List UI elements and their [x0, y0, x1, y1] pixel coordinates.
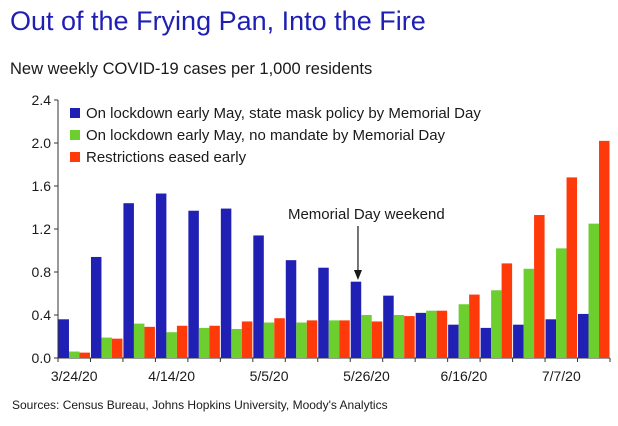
- bar: [285, 260, 297, 358]
- bar: [501, 263, 513, 358]
- bar: [198, 327, 210, 358]
- series-2: [68, 223, 600, 358]
- bar: [436, 310, 448, 358]
- bar: [556, 248, 567, 358]
- bar: [188, 210, 199, 358]
- bar: [448, 324, 459, 358]
- bar: [469, 294, 480, 358]
- bar: [339, 320, 350, 358]
- bar: [328, 320, 340, 358]
- legend-swatch: [70, 130, 80, 140]
- bar: [578, 313, 589, 358]
- y-tick-label: 2.0: [32, 135, 52, 151]
- bar: [599, 140, 610, 358]
- bar: [415, 312, 427, 358]
- bar: [480, 327, 492, 358]
- bar: [133, 323, 145, 358]
- bar: [534, 215, 545, 358]
- bar: [361, 315, 372, 358]
- bar: [90, 256, 102, 358]
- y-tick-label: 0.8: [32, 264, 52, 280]
- legend: On lockdown early May, state mask policy…: [70, 105, 481, 166]
- bar: [155, 193, 167, 358]
- y-tick-label: 2.4: [32, 92, 52, 108]
- bar: [209, 325, 220, 358]
- chart-subtitle: New weekly COVID-19 cases per 1,000 resi…: [10, 60, 373, 78]
- source-note: Sources: Census Bureau, Johns Hopkins Un…: [12, 398, 388, 412]
- bar: [426, 310, 437, 358]
- bar: [231, 328, 242, 358]
- legend-label: On lockdown early May, state mask policy…: [86, 105, 481, 122]
- annotation-label: Memorial Day weekend: [288, 206, 445, 223]
- bar: [566, 177, 578, 358]
- bar: [458, 304, 470, 358]
- bar: [220, 208, 232, 358]
- bar: [111, 338, 123, 358]
- bar: [166, 332, 177, 358]
- annotation-arrow-head: [353, 270, 362, 280]
- bar: [274, 318, 285, 358]
- bar: [350, 281, 362, 358]
- bar: [296, 322, 307, 358]
- series-3: [79, 140, 610, 358]
- bar: [79, 352, 90, 358]
- x-tick-label: 7/7/20: [542, 368, 581, 384]
- bar: [513, 324, 524, 358]
- bar: [523, 268, 535, 358]
- x-tick-label: 5/26/20: [343, 368, 390, 384]
- bar: [253, 235, 264, 358]
- bar: [491, 290, 502, 358]
- bar: [241, 321, 253, 358]
- bar: [101, 337, 112, 358]
- legend-label: Restrictions eased early: [86, 149, 247, 166]
- legend-swatch: [70, 108, 80, 118]
- x-tick-label: 5/5/20: [250, 368, 289, 384]
- bar: [404, 316, 415, 358]
- bar: [383, 295, 394, 358]
- legend-label: On lockdown early May, no mandate by Mem…: [86, 127, 446, 144]
- bar: [393, 315, 405, 358]
- y-tick-label: 0.0: [32, 350, 52, 366]
- x-tick-label: 4/14/20: [148, 368, 195, 384]
- bar: [144, 326, 155, 358]
- bar: [176, 325, 188, 358]
- y-tick-label: 1.6: [32, 178, 52, 194]
- series-1: [58, 193, 589, 358]
- y-tick-label: 1.2: [32, 221, 52, 237]
- bar: [545, 319, 557, 358]
- x-tick-label: 3/24/20: [51, 368, 98, 384]
- bar: [68, 351, 80, 358]
- bar: [588, 223, 600, 358]
- bar: [263, 322, 275, 358]
- legend-swatch: [70, 152, 80, 162]
- bar: [123, 203, 134, 358]
- chart-title: Out of the Frying Pan, Into the Fire: [10, 6, 426, 36]
- bar: [318, 267, 329, 358]
- bar: [306, 320, 318, 358]
- bar: [58, 319, 69, 358]
- bar: [371, 321, 383, 358]
- x-tick-label: 6/16/20: [441, 368, 488, 384]
- y-tick-label: 0.4: [32, 307, 52, 323]
